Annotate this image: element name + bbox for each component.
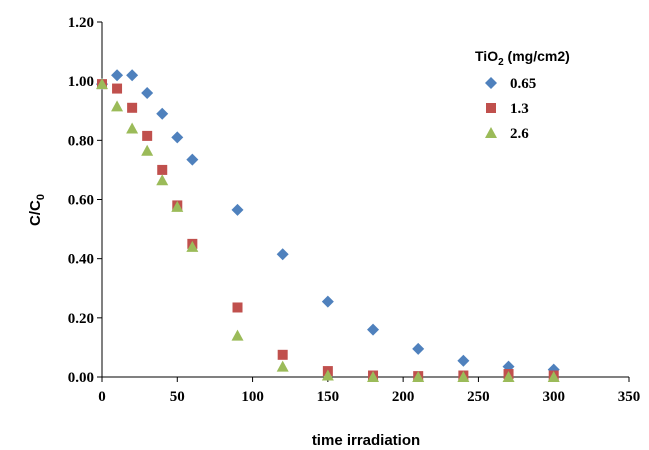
- x-tick-label: 0: [98, 389, 106, 405]
- point-triangle: [276, 360, 289, 372]
- point-square: [232, 302, 243, 313]
- point-square: [157, 164, 168, 175]
- y-tick-label: 1.00: [68, 74, 94, 90]
- data-points: [96, 69, 560, 382]
- point-triangle: [457, 371, 470, 382]
- x-tick-label: 100: [241, 389, 264, 405]
- point-diamond: [126, 69, 139, 82]
- point-triangle: [321, 369, 334, 381]
- x-tick-label: 150: [317, 389, 340, 405]
- y-tick-label: 1.20: [68, 15, 94, 31]
- point-square: [127, 102, 138, 113]
- point-diamond: [171, 131, 184, 144]
- point-triangle: [96, 78, 108, 90]
- point-triangle: [502, 371, 515, 382]
- point-triangle: [231, 329, 244, 341]
- legend-marker-triangle: [485, 127, 497, 138]
- point-diamond: [156, 107, 169, 120]
- point-square: [277, 349, 288, 360]
- point-triangle: [171, 200, 184, 212]
- point-diamond: [457, 354, 470, 367]
- series-triangle: [96, 78, 560, 382]
- point-square: [112, 83, 123, 94]
- y-axis-label: C/C0: [27, 194, 47, 226]
- point-triangle: [186, 240, 199, 252]
- y-tick-label: 0.20: [68, 311, 94, 327]
- y-tick-label: 0.80: [68, 133, 94, 149]
- legend-marker-diamond: [485, 77, 497, 89]
- x-tick-label: 250: [467, 389, 490, 405]
- point-triangle: [111, 100, 124, 112]
- y-axis-label-sub: 0: [35, 194, 47, 200]
- x-axis-label: time irradiation: [312, 432, 420, 449]
- x-tick-label: 300: [542, 389, 565, 405]
- x-tick-label: 350: [618, 389, 641, 405]
- x-tick-label: 50: [170, 389, 185, 405]
- series-diamond: [96, 69, 560, 376]
- point-diamond: [111, 69, 124, 82]
- point-square: [142, 130, 153, 141]
- point-triangle: [367, 371, 380, 382]
- legend-label: 2.6: [510, 126, 529, 142]
- legend-label: 0.65: [510, 76, 536, 92]
- point-triangle: [156, 174, 169, 186]
- point-triangle: [412, 371, 425, 382]
- point-diamond: [276, 248, 289, 261]
- point-diamond: [321, 295, 334, 308]
- point-diamond: [367, 323, 380, 336]
- y-tick-label: 0.40: [68, 252, 94, 268]
- legend-title: TiO2 (mg/cm2): [475, 48, 570, 68]
- y-axis-label-main: C/C: [27, 200, 44, 226]
- legend: TiO2 (mg/cm2) 0.65 1.3 2.6: [475, 48, 570, 142]
- point-triangle: [126, 122, 139, 134]
- series-square: [97, 79, 559, 382]
- legend-marker-square: [486, 103, 496, 113]
- tick-labels: 0.00 0.20 0.40 0.60 0.80 1.00 1.20 0 50 100 150 200…: [68, 15, 641, 405]
- point-diamond: [412, 342, 425, 355]
- legend-label: 1.3: [510, 101, 529, 117]
- y-tick-label: 0.60: [68, 193, 94, 209]
- point-diamond: [141, 87, 154, 99]
- point-triangle: [547, 371, 560, 382]
- y-tick-label: 0.00: [68, 370, 94, 386]
- point-triangle: [141, 144, 154, 156]
- point-diamond: [186, 153, 199, 166]
- x-tick-label: 200: [392, 389, 415, 405]
- point-diamond: [231, 203, 244, 216]
- svg-text:C/C0: C/C0: [27, 194, 47, 226]
